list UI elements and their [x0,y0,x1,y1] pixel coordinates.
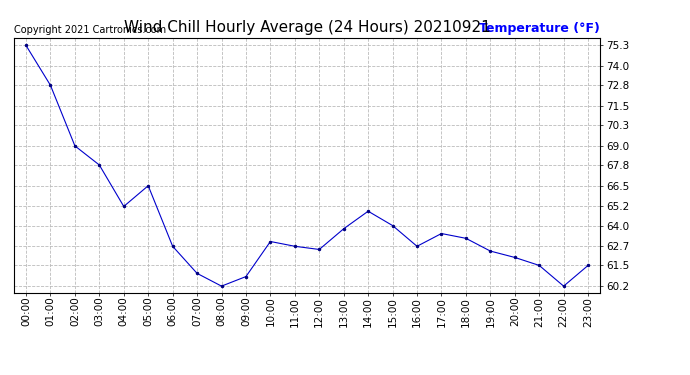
Title: Wind Chill Hourly Average (24 Hours) 20210921: Wind Chill Hourly Average (24 Hours) 202… [124,20,491,35]
Text: Temperature (°F): Temperature (°F) [480,22,600,35]
Text: Copyright 2021 Cartronics.com: Copyright 2021 Cartronics.com [14,25,166,35]
